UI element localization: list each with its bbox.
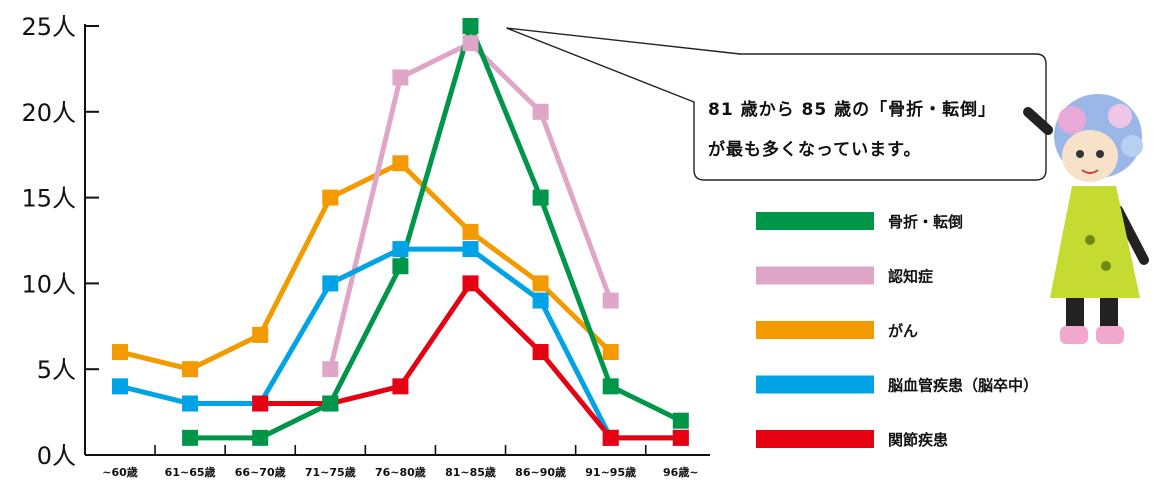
callout-text: 81 歳から 85 歳の「骨折・転倒」 が最も多くなっています。 <box>708 90 1048 170</box>
x-tick-label: 86~90歳 <box>515 465 566 479</box>
data-point <box>532 292 549 309</box>
data-point <box>462 35 479 52</box>
data-point <box>392 258 409 275</box>
data-point <box>602 292 619 309</box>
data-point <box>672 429 689 446</box>
legend-label: 骨折・転倒 <box>888 213 963 231</box>
data-point <box>392 155 409 172</box>
x-tick-label: ~60歳 <box>102 465 138 479</box>
data-point <box>322 395 339 412</box>
series-lines <box>119 23 682 441</box>
callout-line-1: 81 歳から 85 歳の「骨折・転倒」 <box>708 100 997 120</box>
legend-swatch <box>756 212 874 230</box>
data-point <box>112 378 128 395</box>
x-tick-label: 96歳~ <box>663 465 699 479</box>
data-point <box>392 241 409 258</box>
legend-swatch <box>756 266 874 285</box>
data-point <box>322 275 339 292</box>
y-tick-label: 15人 <box>21 185 76 213</box>
data-point <box>532 103 549 120</box>
y-tick-label: 0人 <box>37 442 76 470</box>
data-point <box>532 275 549 292</box>
chart-axes: 0人 5人 10人 15人 20人 25人 ~60歳 61~65歳 66~70歳 71~75歳 76… <box>21 13 710 479</box>
data-point <box>532 344 549 361</box>
x-tick-label: 81~85歳 <box>445 465 496 479</box>
data-point <box>672 412 689 429</box>
legend-label: 関節疾患 <box>888 431 948 449</box>
mascot-character-icon <box>1023 94 1149 344</box>
data-point <box>112 344 128 361</box>
x-tick-label: 71~75歳 <box>305 465 356 479</box>
data-point <box>462 241 479 258</box>
callout-line-2: が最も多くなっています。 <box>708 140 922 160</box>
legend-label: 認知症 <box>888 268 933 286</box>
x-tick-label: 66~70歳 <box>235 465 286 479</box>
data-point <box>462 275 479 292</box>
x-tick-label: 76~80歳 <box>375 465 426 479</box>
data-point <box>182 429 199 446</box>
data-point <box>322 361 339 378</box>
data-point <box>602 378 619 395</box>
y-tick-label: 5人 <box>37 356 76 384</box>
y-tick-label: 20人 <box>21 99 76 127</box>
data-point <box>462 223 479 240</box>
data-point <box>252 429 269 446</box>
series-markers <box>112 18 689 446</box>
data-point <box>182 361 199 378</box>
legend-swatch <box>756 375 874 394</box>
y-tick-label: 25人 <box>21 13 76 41</box>
x-tick-label: 61~65歳 <box>165 465 216 479</box>
data-point <box>602 344 619 361</box>
data-point <box>462 18 479 34</box>
series-line <box>119 160 613 372</box>
legend-label: 脳血管疾患（脳卒中） <box>888 377 1038 395</box>
data-point <box>602 429 619 446</box>
data-point <box>322 189 339 206</box>
data-point <box>532 189 549 206</box>
data-point <box>252 326 269 343</box>
legend-swatch <box>756 430 874 448</box>
data-point <box>252 395 269 412</box>
y-tick-label: 10人 <box>21 270 76 298</box>
x-tick-label: 91~95歳 <box>585 465 636 479</box>
series-line <box>190 23 682 441</box>
legend-label: がん <box>888 322 918 340</box>
data-point <box>182 395 199 412</box>
data-point <box>392 69 409 86</box>
legend-swatch <box>756 321 874 339</box>
data-point <box>392 378 409 395</box>
